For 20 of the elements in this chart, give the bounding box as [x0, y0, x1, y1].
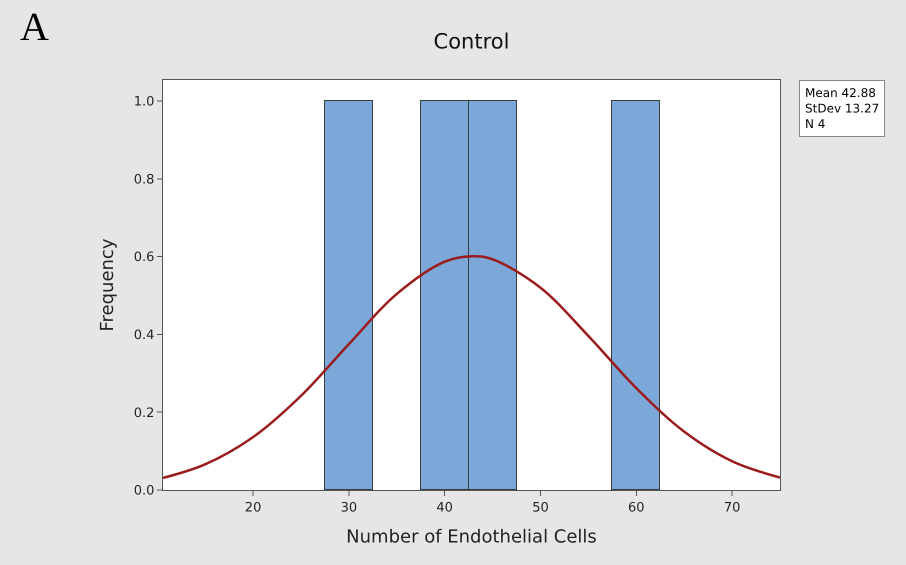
x-tick-label: 40 — [436, 500, 453, 516]
x-tick-label: 50 — [532, 500, 549, 516]
text: Mean 42.88 — [805, 86, 876, 100]
y-axis-title: Frequency — [96, 238, 118, 332]
y-tick-label: 0.2 — [134, 406, 154, 421]
line-series — [163, 254, 780, 480]
x-tick-label: 20 — [244, 500, 262, 516]
x-tick-label: 30 — [340, 500, 358, 516]
chart-title: Control — [434, 30, 510, 54]
y-tick-label: 0.6 — [134, 250, 154, 266]
y-tick-label: 0.0 — [134, 484, 154, 499]
y-tick-label: 0.4 — [134, 328, 154, 343]
x-tick-label: 60 — [628, 500, 645, 516]
x-axis-title: Number of Endothelial Cells — [346, 526, 597, 548]
y-tick-label: 1.0 — [134, 94, 154, 110]
x-tick-label: 70 — [724, 500, 740, 516]
text: N 4 — [805, 117, 826, 132]
text: A — [20, 4, 49, 49]
text: StDev 13.27 — [805, 102, 880, 116]
y-tick-label: 0.8 — [134, 172, 154, 188]
